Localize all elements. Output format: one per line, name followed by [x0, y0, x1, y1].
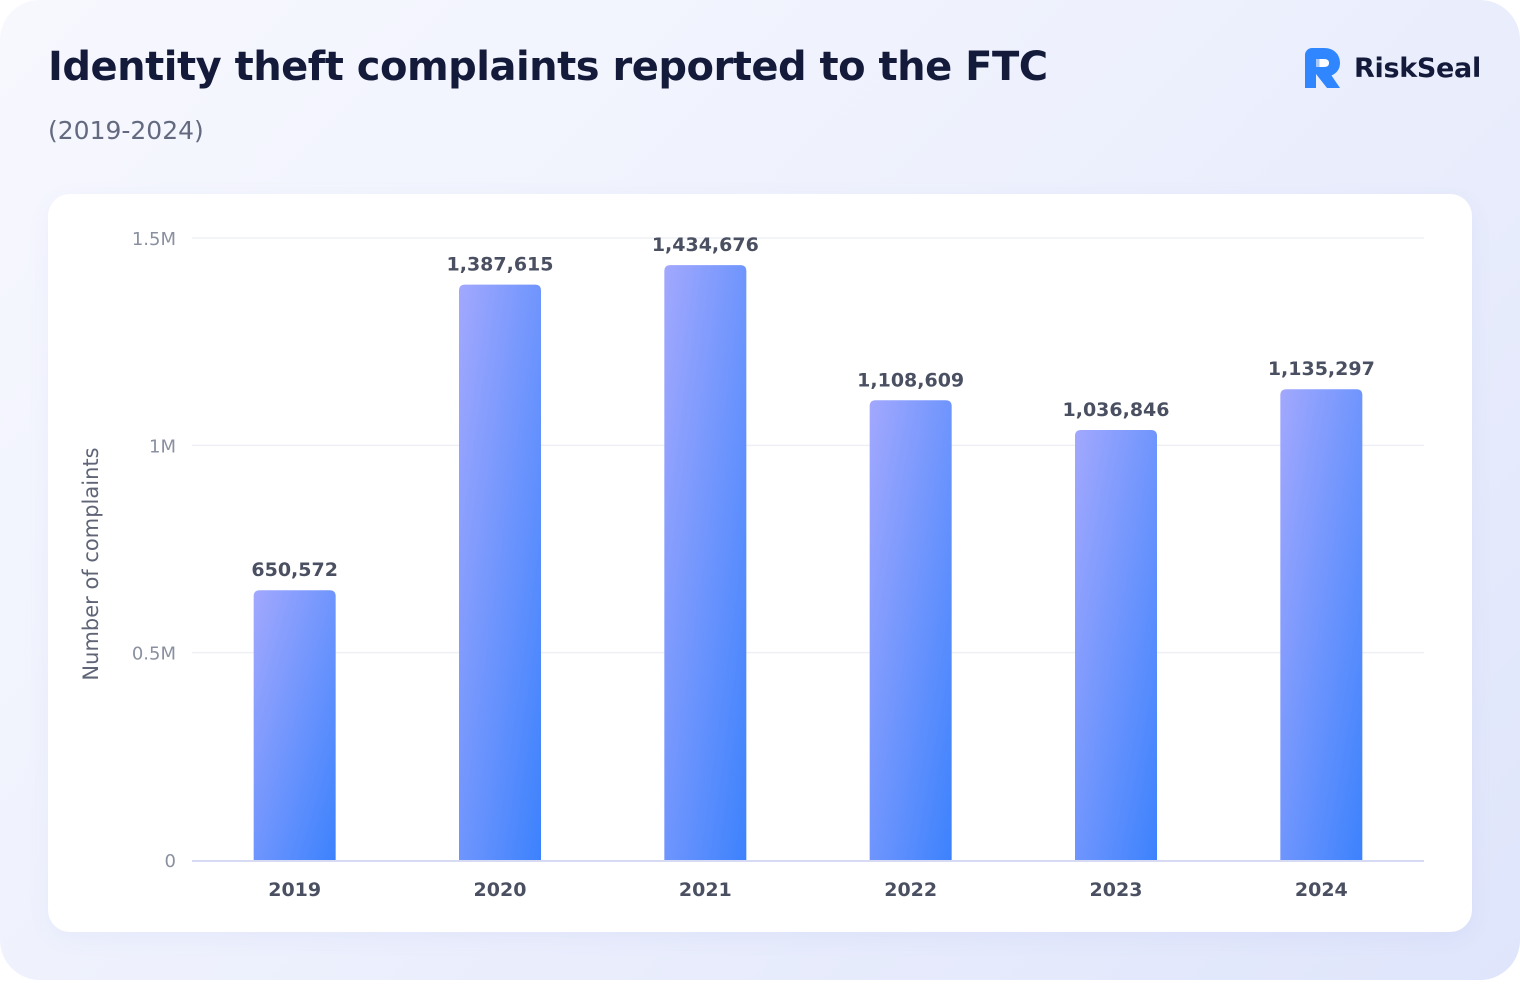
y-tick-label: 1M [149, 436, 176, 457]
y-tick-label: 0 [165, 851, 176, 872]
data-label: 1,387,615 [447, 254, 554, 276]
chart-card: 0 0.5M 1M 1.5M Number of complaints 2019 202… [48, 194, 1472, 932]
brand-name: RiskSeal [1354, 52, 1481, 84]
y-axis-label: Number of complaints [79, 447, 103, 680]
chart-subtitle: (2019-2024) [48, 116, 204, 145]
bar-2020 [459, 284, 541, 860]
bar-chart: 0 0.5M 1M 1.5M Number of complaints 2019 202… [79, 229, 1424, 901]
gridlines [192, 237, 1424, 654]
bar-2019 [253, 590, 336, 860]
chart-title: Identity theft complaints reported to th… [48, 44, 1048, 90]
data-label: 1,108,609 [857, 369, 964, 391]
x-axis-ticks: 2019 2020 2021 2022 2023 2024 [268, 879, 1348, 901]
y-tick-label: 1.5M [132, 229, 176, 250]
data-label: 1,036,846 [1063, 399, 1170, 421]
riskseal-logo-icon [1305, 48, 1340, 88]
bar-2021 [664, 265, 747, 861]
bar-2023 [1075, 430, 1157, 860]
x-tick-label: 2024 [1295, 879, 1348, 901]
data-label: 1,135,297 [1268, 358, 1375, 380]
y-tick-label: 0.5M [132, 644, 176, 665]
data-label: 650,572 [251, 559, 338, 581]
y-axis-ticks: 0 0.5M 1M 1.5M [132, 229, 176, 872]
data-labels: 650,572 1,387,615 1,434,676 1,108,609 1,036,… [251, 234, 1374, 581]
x-tick-label: 2022 [884, 879, 937, 901]
bar-2024 [1280, 389, 1363, 860]
bars [253, 265, 1363, 861]
bar-2022 [869, 400, 952, 860]
x-tick-label: 2021 [679, 879, 732, 901]
x-tick-label: 2019 [268, 879, 321, 901]
brand-logo: RiskSeal [1302, 46, 1481, 90]
x-tick-label: 2020 [474, 879, 527, 901]
data-label: 1,434,676 [652, 234, 759, 256]
x-tick-label: 2023 [1090, 879, 1143, 901]
